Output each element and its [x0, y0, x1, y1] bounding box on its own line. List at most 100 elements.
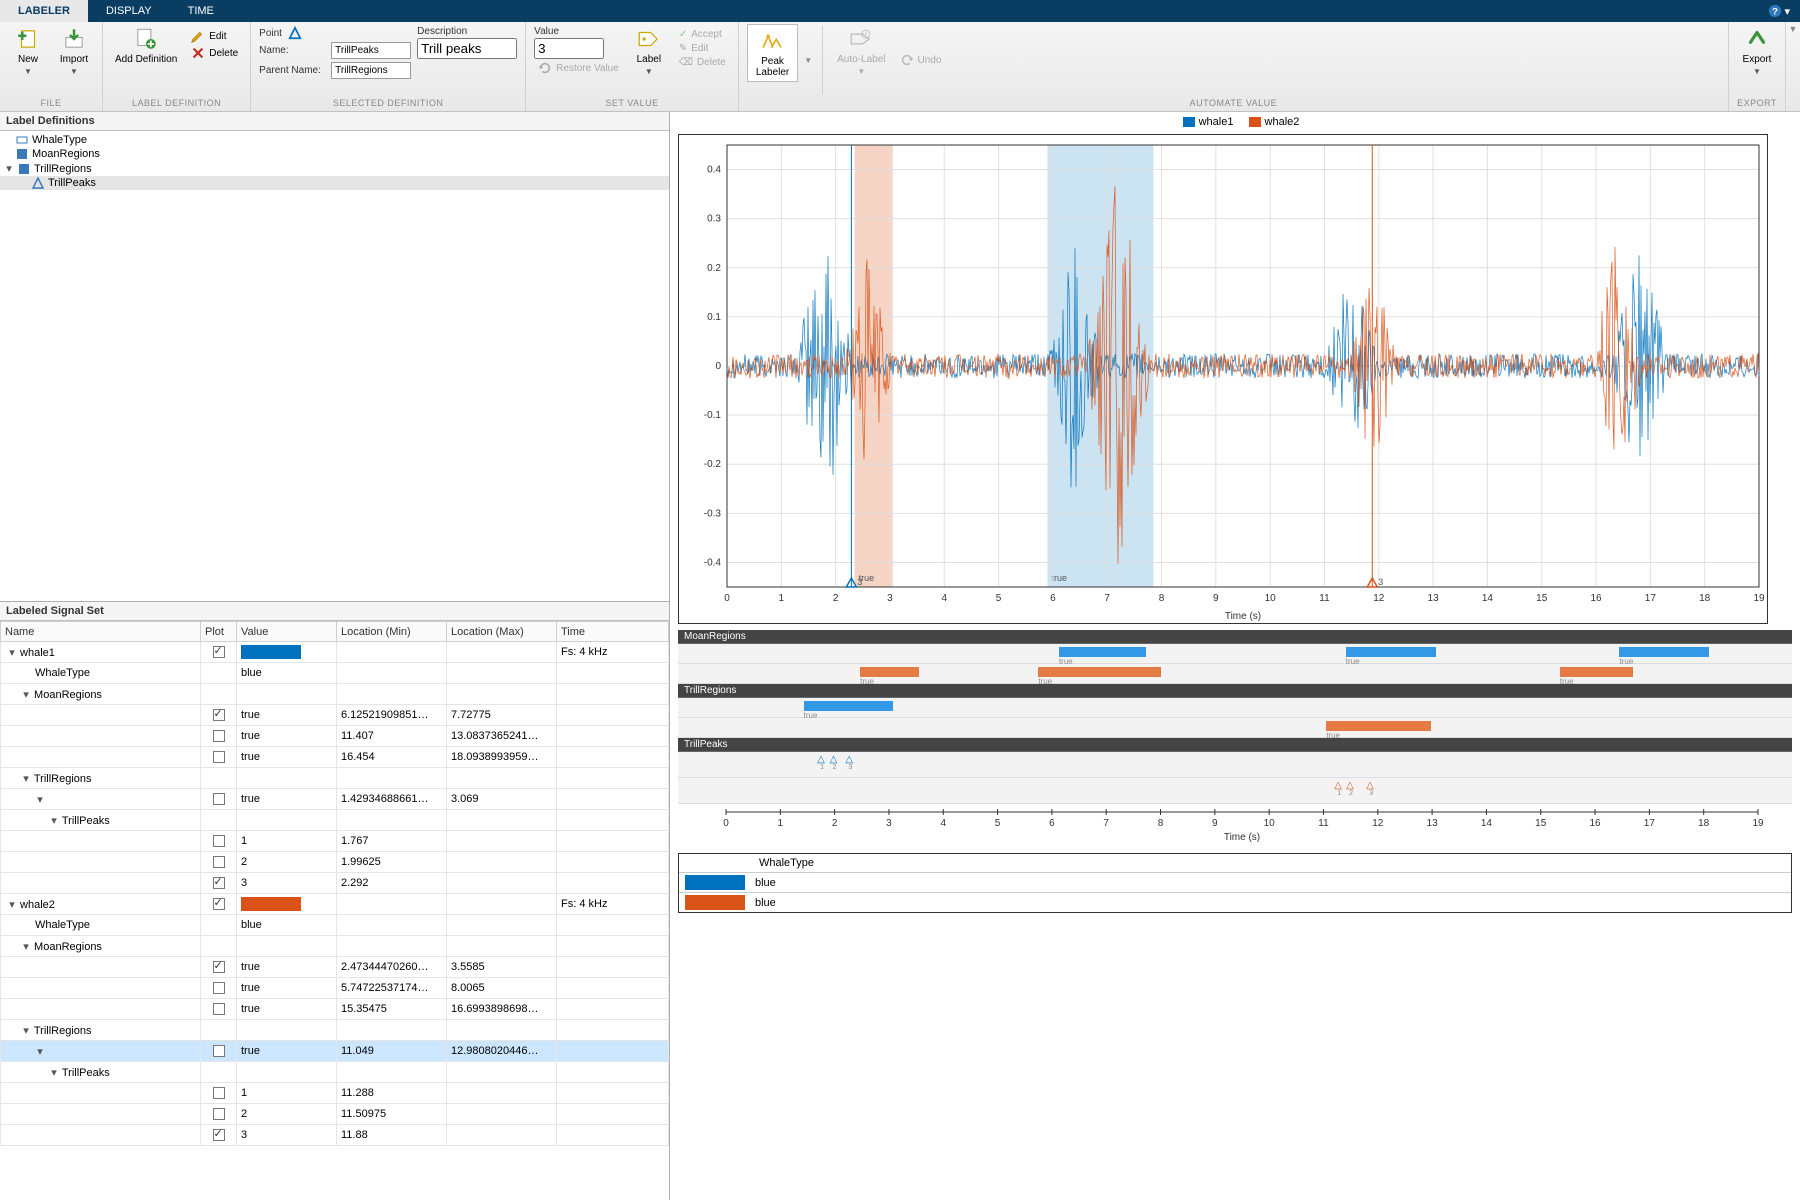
table-row[interactable]: ▾ whale2Fs: 4 kHz [1, 894, 669, 915]
moan-lane-1[interactable]: truetruetrue [678, 644, 1792, 664]
expand-icon[interactable]: ▾ [4, 162, 14, 175]
delete-value-button[interactable]: ⌫Delete [675, 56, 730, 69]
region-bar[interactable] [1346, 647, 1437, 657]
plot-checkbox[interactable] [213, 898, 225, 910]
table-row[interactable]: 32.292 [1, 873, 669, 894]
tab-labeler[interactable]: LABELER [0, 0, 88, 22]
peaks-lane-1[interactable]: △1△2△3 [678, 752, 1792, 778]
plot-checkbox[interactable] [213, 877, 225, 889]
plot-checkbox[interactable] [213, 1129, 225, 1141]
edit-value-button[interactable]: ✎Edit [675, 42, 730, 55]
regions-panel: MoanRegions truetruetrue truetruetrue Tr… [678, 630, 1792, 847]
plot-checkbox[interactable] [213, 961, 225, 973]
region-bar[interactable] [860, 667, 919, 677]
import-button[interactable]: Import ▼ [54, 24, 94, 78]
moan-lane-2[interactable]: truetruetrue [678, 664, 1792, 684]
svg-text:4: 4 [940, 818, 946, 829]
tree-item-trillpeaks[interactable]: TrillPeaks [0, 176, 669, 190]
peaks-lane-2[interactable]: △1△2△3 [678, 778, 1792, 804]
parent-field[interactable] [331, 62, 411, 79]
table-row[interactable]: ▾ MoanRegions [1, 684, 669, 705]
plot-checkbox[interactable] [213, 646, 225, 658]
table-row[interactable]: true15.3547516.6993898698… [1, 999, 669, 1020]
waveform-chart[interactable]: truetrue012345678910111213141516171819-0… [678, 134, 1768, 624]
region-bar[interactable] [1326, 721, 1431, 731]
table-row[interactable]: 11.767 [1, 831, 669, 852]
help-button[interactable]: ? ▾ [1758, 0, 1800, 22]
table-row[interactable]: true16.45418.0938993959… [1, 747, 669, 768]
table-row[interactable]: ▾ whale1Fs: 4 kHz [1, 642, 669, 663]
table-row[interactable]: ▾ true1.42934688661…3.069 [1, 789, 669, 810]
trill-lane-2[interactable]: true [678, 718, 1792, 738]
table-row[interactable]: WhaleTypeblue [1, 915, 669, 936]
plot-checkbox[interactable] [213, 1003, 225, 1015]
accept-button[interactable]: ✓Accept [675, 28, 730, 41]
tab-time[interactable]: TIME [170, 0, 232, 22]
plot-checkbox[interactable] [213, 751, 225, 763]
point-icon [32, 177, 44, 189]
plot-checkbox[interactable] [213, 709, 225, 721]
whaletype-title: WhaleType [679, 854, 1791, 872]
collapse-toolstrip-button[interactable]: ▼ [1786, 22, 1800, 111]
table-row[interactable]: ▾ TrillPeaks [1, 1062, 669, 1083]
auto-label-button[interactable]: Auto-Label ▼ [833, 24, 889, 78]
col-locmax[interactable]: Location (Max) [447, 622, 557, 642]
col-value[interactable]: Value [237, 622, 337, 642]
svg-text:10: 10 [1265, 593, 1277, 604]
name-field[interactable] [331, 42, 411, 59]
tree-item-moanregions[interactable]: MoanRegions [0, 147, 669, 161]
value-field[interactable] [534, 38, 604, 59]
export-button[interactable]: Export ▼ [1737, 24, 1777, 78]
table-row[interactable]: 211.50975 [1, 1104, 669, 1125]
plot-checkbox[interactable] [213, 1108, 225, 1120]
plot-checkbox[interactable] [213, 835, 225, 847]
plot-checkbox[interactable] [213, 793, 225, 805]
region-bar[interactable] [1059, 647, 1146, 657]
edit-definition-button[interactable]: Edit [187, 28, 242, 44]
table-row[interactable]: true5.74722537174…8.0065 [1, 978, 669, 999]
plot-checkbox[interactable] [213, 1045, 225, 1057]
add-definition-button[interactable]: Add Definition [111, 24, 181, 67]
value-field-label: Value [534, 26, 623, 37]
region-bar[interactable] [1619, 647, 1708, 657]
table-row[interactable]: WhaleTypeblue [1, 663, 669, 684]
table-row[interactable]: ▾ TrillRegions [1, 1020, 669, 1041]
table-row[interactable]: 111.288 [1, 1083, 669, 1104]
help-icon: ? [1768, 4, 1782, 18]
table-row[interactable]: ▾ true11.04912.9808020446… [1, 1041, 669, 1062]
region-bar[interactable] [804, 701, 893, 711]
plot-checkbox[interactable] [213, 982, 225, 994]
new-button[interactable]: New ▼ [8, 24, 48, 78]
col-time[interactable]: Time [557, 622, 669, 642]
col-name[interactable]: Name [1, 622, 201, 642]
region-bar-label: true [1038, 677, 1052, 686]
plot-checkbox[interactable] [213, 856, 225, 868]
peak-labeler-button[interactable]: Peak Labeler [747, 24, 798, 82]
undo-button[interactable]: Undo [896, 52, 946, 68]
desc-field[interactable] [417, 38, 517, 59]
table-row[interactable]: ▾ TrillPeaks [1, 810, 669, 831]
table-row[interactable]: 311.88 [1, 1125, 669, 1146]
svg-text:15: 15 [1535, 818, 1547, 829]
col-locmin[interactable]: Location (Min) [337, 622, 447, 642]
trill-lane-1[interactable]: true [678, 698, 1792, 718]
tab-display[interactable]: DISPLAY [88, 0, 170, 22]
table-row[interactable]: true11.40713.0837365241… [1, 726, 669, 747]
tree-item-trillregions[interactable]: ▾ TrillRegions [0, 161, 669, 176]
plot-checkbox[interactable] [213, 1087, 225, 1099]
table-row[interactable]: ▾ MoanRegions [1, 936, 669, 957]
svg-text:3: 3 [886, 818, 892, 829]
delete-definition-button[interactable]: Delete [187, 45, 242, 61]
table-row[interactable]: true6.12521909851…7.72775 [1, 705, 669, 726]
table-row[interactable]: 21.99625 [1, 852, 669, 873]
table-row[interactable]: ▾ TrillRegions [1, 768, 669, 789]
region-bar[interactable] [1038, 667, 1161, 677]
restore-value-button[interactable]: Restore Value [534, 60, 623, 76]
region-bar[interactable] [1560, 667, 1633, 677]
tree-item-whaletype[interactable]: WhaleType [0, 133, 669, 147]
col-plot[interactable]: Plot [201, 622, 237, 642]
svg-text:13: 13 [1427, 818, 1439, 829]
label-button[interactable]: Label ▼ [629, 24, 669, 78]
plot-checkbox[interactable] [213, 730, 225, 742]
table-row[interactable]: true2.47344470260…3.5585 [1, 957, 669, 978]
